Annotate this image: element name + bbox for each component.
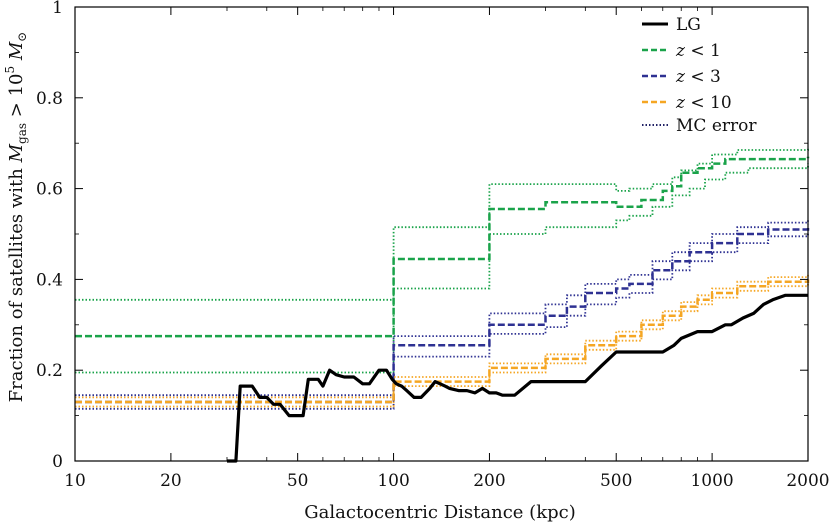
x-tick-label: 500 (600, 471, 632, 491)
legend-label-z10: z < 10 (675, 93, 732, 113)
y-axis-title-m: M (6, 143, 27, 163)
series-lg-line (227, 293, 808, 463)
y-tick-label: 0.2 (36, 361, 63, 381)
series-z1-upper-error (75, 147, 809, 301)
x-tick-label: 10 (64, 471, 86, 491)
x-tick-label: 200 (473, 471, 505, 491)
x-tick-label: 2000 (786, 471, 829, 491)
y-axis-title-sun: ⊙ (15, 32, 29, 42)
x-tick-label: 50 (287, 471, 309, 491)
y-tick-label: 1 (52, 0, 63, 18)
y-tick-label: 0.4 (36, 270, 63, 290)
y-axis-title: Fraction of satellites with Mgas > 105 M… (3, 32, 29, 403)
legend-label-lg: LG (676, 15, 701, 35)
x-tick-label: 20 (160, 471, 182, 491)
series-z10-lower-error (75, 283, 809, 408)
series-z1-line (75, 156, 810, 338)
y-axis-title-exp: 5 (3, 66, 17, 74)
x-axis-title: Galactocentric Distance (kpc) (304, 502, 575, 523)
y-axis-title-msun: M (6, 41, 27, 66)
y-tick-label: 0.6 (36, 180, 63, 200)
legend-label-z3: z < 3 (675, 67, 721, 87)
y-axis-title-sub: gas (15, 123, 29, 144)
x-tick-label: 1000 (690, 471, 733, 491)
y-tick-label: 0.8 (36, 89, 63, 109)
x-tick-label: 100 (377, 471, 409, 491)
y-axis-title-prefix: Fraction of satellites with (6, 162, 27, 402)
y-axis-title-rel: > 10 (6, 74, 27, 123)
legend: LG z < 1 z < 3 z < 10 MC error (642, 15, 757, 136)
series-z3-line (75, 224, 810, 404)
plot-lines (75, 147, 810, 463)
legend-label-mc-error: MC error (676, 116, 757, 136)
series-z10-upper-error (75, 274, 809, 399)
axes: 10 20 50 100 200 500 1000 2000 0 0.2 0.4 0.6 0.8 1 (36, 0, 830, 491)
series-z10-line (75, 279, 810, 404)
series-z1-lower-error (75, 163, 809, 374)
y-tick-label: 0 (52, 452, 63, 472)
legend-label-z1: z < 1 (675, 41, 721, 61)
